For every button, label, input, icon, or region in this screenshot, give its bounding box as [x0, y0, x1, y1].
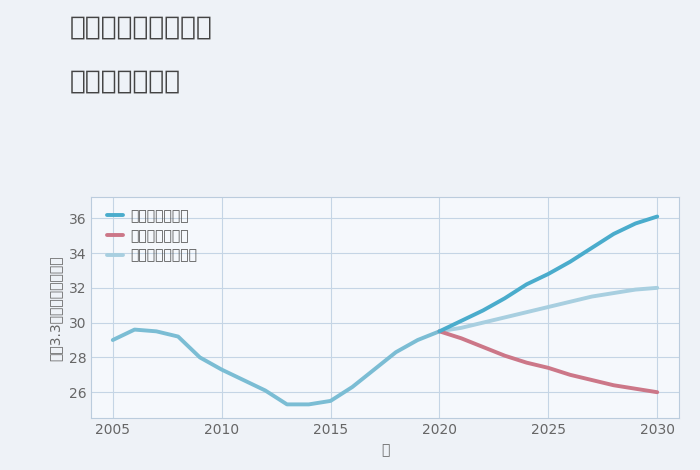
X-axis label: 年: 年 — [381, 443, 389, 457]
グッドシナリオ — [479, 308, 487, 313]
バッドシナリオ — [544, 365, 552, 371]
Text: 土地の価格推移: 土地の価格推移 — [70, 68, 181, 94]
バッドシナリオ — [457, 336, 466, 341]
Line: グッドシナリオ: グッドシナリオ — [440, 217, 657, 331]
グッドシナリオ — [631, 221, 640, 227]
ノーマルシナリオ — [588, 294, 596, 299]
グッドシナリオ — [457, 318, 466, 324]
ノーマルシナリオ — [479, 320, 487, 325]
バッドシナリオ — [610, 383, 618, 388]
ノーマルシナリオ — [435, 329, 444, 334]
グッドシナリオ — [566, 259, 574, 265]
ノーマルシナリオ — [566, 299, 574, 305]
バッドシナリオ — [566, 372, 574, 377]
ノーマルシナリオ — [631, 287, 640, 292]
Line: ノーマルシナリオ: ノーマルシナリオ — [440, 288, 657, 331]
ノーマルシナリオ — [457, 325, 466, 331]
グッドシナリオ — [653, 214, 662, 219]
グッドシナリオ — [610, 231, 618, 237]
ノーマルシナリオ — [544, 304, 552, 310]
バッドシナリオ — [435, 329, 444, 334]
グッドシナリオ — [522, 282, 531, 287]
バッドシナリオ — [522, 360, 531, 366]
ノーマルシナリオ — [653, 285, 662, 290]
バッドシナリオ — [588, 377, 596, 383]
バッドシナリオ — [479, 344, 487, 350]
グッドシナリオ — [500, 296, 509, 301]
グッドシナリオ — [544, 271, 552, 277]
Text: 兵庫県宝塚市切畑の: 兵庫県宝塚市切畑の — [70, 14, 213, 40]
Legend: グッドシナリオ, バッドシナリオ, ノーマルシナリオ: グッドシナリオ, バッドシナリオ, ノーマルシナリオ — [104, 206, 200, 265]
ノーマルシナリオ — [500, 314, 509, 320]
グッドシナリオ — [588, 245, 596, 251]
バッドシナリオ — [631, 386, 640, 392]
ノーマルシナリオ — [610, 290, 618, 296]
Line: バッドシナリオ: バッドシナリオ — [440, 331, 657, 392]
ノーマルシナリオ — [522, 309, 531, 315]
バッドシナリオ — [500, 353, 509, 359]
バッドシナリオ — [653, 389, 662, 395]
グッドシナリオ — [435, 329, 444, 334]
Y-axis label: 坪（3.3㎡）単価（万円）: 坪（3.3㎡）単価（万円） — [49, 255, 63, 360]
